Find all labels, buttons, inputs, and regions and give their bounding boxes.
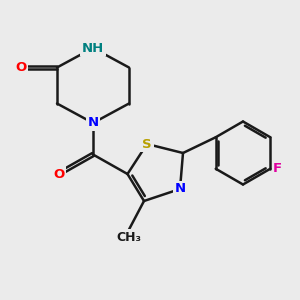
Text: O: O [15,61,27,74]
Text: O: O [53,167,64,181]
Text: CH₃: CH₃ [116,231,142,244]
Text: N: N [174,182,186,196]
Text: N: N [87,116,99,130]
Text: S: S [142,137,152,151]
Text: NH: NH [82,41,104,55]
Text: F: F [273,162,282,175]
